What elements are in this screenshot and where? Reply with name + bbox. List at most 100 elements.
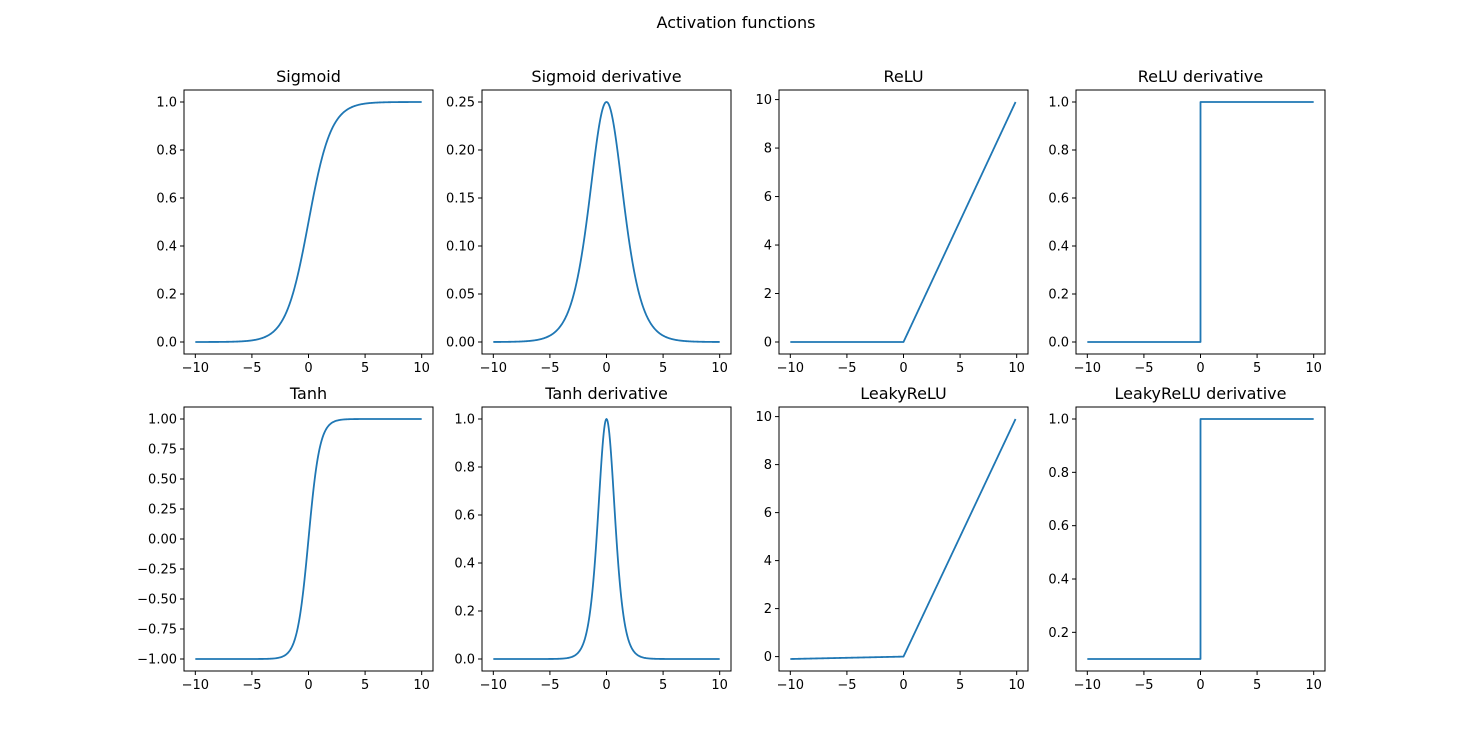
- x-tick-label: 10: [413, 361, 430, 376]
- subplot-tanh: Tanh −10 −5 0 5 10 −1.00 −0.75 −0.50 −0.25 0.00 0.2…: [137, 384, 434, 693]
- series-line: [789, 418, 1017, 660]
- x-tick-label: 0: [304, 361, 312, 376]
- series-line: [194, 418, 423, 660]
- series-line: [492, 418, 721, 660]
- y-tick-label: 2: [764, 287, 772, 302]
- x-tick-label: 0: [602, 678, 610, 693]
- y-tick-label: 0.20: [446, 144, 475, 159]
- series-line: [1087, 101, 1314, 343]
- y-tick-label: 0: [764, 650, 772, 665]
- y-tick-label: 1.0: [1048, 96, 1069, 111]
- subplot-relu: ReLU −10 −5 0 5 10 0 2 4 6 8 10: [755, 67, 1029, 376]
- subplot-title: LeakyReLU derivative: [1115, 384, 1287, 403]
- subplot-title: ReLU derivative: [1138, 67, 1263, 86]
- y-tick-label: 0.6: [454, 509, 475, 524]
- subplot-title: Sigmoid: [276, 67, 341, 86]
- x-tick-label: 10: [711, 361, 728, 376]
- series-line: [1087, 418, 1314, 660]
- x-tick-label: −5: [540, 678, 559, 693]
- y-tick-label: 0.2: [156, 288, 177, 303]
- y-tick-label: 0.0: [454, 653, 475, 668]
- x-tick-label: −10: [1074, 361, 1101, 376]
- y-tick-label: 1.0: [1048, 413, 1069, 428]
- subplot-leaky-relu: LeakyReLU −10 −5 0 5 10 0 2 4 6 8 10: [755, 384, 1029, 693]
- x-tick-label: −5: [242, 361, 261, 376]
- y-tick-label: 0.2: [1048, 626, 1069, 641]
- y-tick-label: 1.0: [454, 413, 475, 428]
- x-tick-label: 0: [1196, 361, 1204, 376]
- x-tick-label: 5: [956, 361, 964, 376]
- y-tick-label: 0.8: [454, 461, 475, 476]
- y-tick-label: 0.6: [1048, 519, 1069, 534]
- series-line: [492, 101, 721, 343]
- x-tick-label: 5: [361, 361, 369, 376]
- x-tick-label: 5: [956, 678, 964, 693]
- x-tick-label: 10: [1008, 361, 1025, 376]
- x-tick-label: −5: [242, 678, 261, 693]
- y-tick-label: 10: [755, 410, 772, 425]
- x-tick-label: −5: [837, 361, 856, 376]
- x-tick-label: −10: [480, 678, 507, 693]
- y-tick-label: 0.00: [148, 533, 177, 548]
- y-tick-label: 0.2: [454, 605, 475, 620]
- y-tick-label: −1.00: [137, 653, 177, 668]
- y-tick-label: 0.50: [148, 473, 177, 488]
- axes-frame: [481, 89, 732, 355]
- y-tick-label: 8: [764, 142, 772, 157]
- x-tick-label: 10: [413, 678, 430, 693]
- y-tick-label: 0.10: [446, 240, 475, 255]
- y-tick-label: 0.4: [1048, 240, 1069, 255]
- subplot-grid: Sigmoid −10 −5 0 5 10 0.0 0.2 0.4 0.6 0.8 1.0 Sigmoi…: [137, 67, 1326, 693]
- x-tick-label: 0: [304, 678, 312, 693]
- x-tick-label: −10: [777, 678, 804, 693]
- y-tick-label: −0.25: [137, 563, 177, 578]
- y-tick-label: 0.8: [156, 144, 177, 159]
- subplot-leaky-relu-derivative: LeakyReLU derivative −10 −5 0 5 10 0.2 0.4 0.6 0.…: [1048, 384, 1326, 693]
- y-tick-label: 6: [764, 190, 772, 205]
- axes-frame: [778, 89, 1029, 355]
- y-tick-label: 4: [764, 554, 772, 569]
- y-tick-label: 0.0: [156, 336, 177, 351]
- y-tick-label: 0: [764, 336, 772, 351]
- x-tick-label: −5: [837, 678, 856, 693]
- subplot-tanh-derivative: Tanh derivative −10 −5 0 5 10 0.0 0.2 0.4 0.6 0.8 1…: [454, 384, 732, 693]
- subplot-sigmoid: Sigmoid −10 −5 0 5 10 0.0 0.2 0.4 0.6 0.8 1.0: [156, 67, 434, 376]
- y-tick-label: 10: [755, 93, 772, 108]
- y-tick-label: 0.15: [446, 192, 475, 207]
- subplot-title: ReLU: [883, 67, 923, 86]
- x-tick-label: 0: [899, 361, 907, 376]
- x-tick-label: 0: [899, 678, 907, 693]
- series-line: [789, 101, 1017, 343]
- subplot-sigmoid-derivative: Sigmoid derivative −10 −5 0 5 10 0.00 0.05 0.10 0…: [446, 67, 732, 376]
- subplot-title: LeakyReLU: [860, 384, 947, 403]
- y-tick-label: 0.8: [1048, 144, 1069, 159]
- y-tick-label: 0.6: [1048, 192, 1069, 207]
- y-tick-label: 8: [764, 458, 772, 473]
- x-tick-label: −10: [777, 361, 804, 376]
- x-tick-label: 10: [711, 678, 728, 693]
- y-tick-label: 0.75: [148, 443, 177, 458]
- axes-frame: [778, 406, 1029, 672]
- x-tick-label: 0: [602, 361, 610, 376]
- y-tick-label: 0.6: [156, 192, 177, 207]
- x-tick-label: 0: [1196, 678, 1204, 693]
- y-tick-label: 1.00: [148, 413, 177, 428]
- subplot-relu-derivative: ReLU derivative −10 −5 0 5 10 0.0 0.2 0.4 0.6 0.8 1…: [1048, 67, 1326, 376]
- y-tick-label: 4: [764, 239, 772, 254]
- y-tick-label: 2: [764, 602, 772, 617]
- y-tick-label: 1.0: [156, 96, 177, 111]
- y-tick-label: 0.4: [454, 557, 475, 572]
- y-tick-label: 0.8: [1048, 466, 1069, 481]
- y-tick-label: 0.25: [148, 503, 177, 518]
- x-tick-label: 5: [1253, 678, 1261, 693]
- figure-title: Activation functions: [657, 13, 816, 32]
- y-tick-label: 0.4: [1048, 573, 1069, 588]
- x-tick-label: −5: [1134, 678, 1153, 693]
- y-tick-label: 0.05: [446, 288, 475, 303]
- x-tick-label: −10: [1074, 678, 1101, 693]
- x-tick-label: 5: [361, 678, 369, 693]
- x-tick-label: −5: [540, 361, 559, 376]
- x-tick-label: 10: [1305, 361, 1322, 376]
- subplot-title: Sigmoid derivative: [531, 67, 681, 86]
